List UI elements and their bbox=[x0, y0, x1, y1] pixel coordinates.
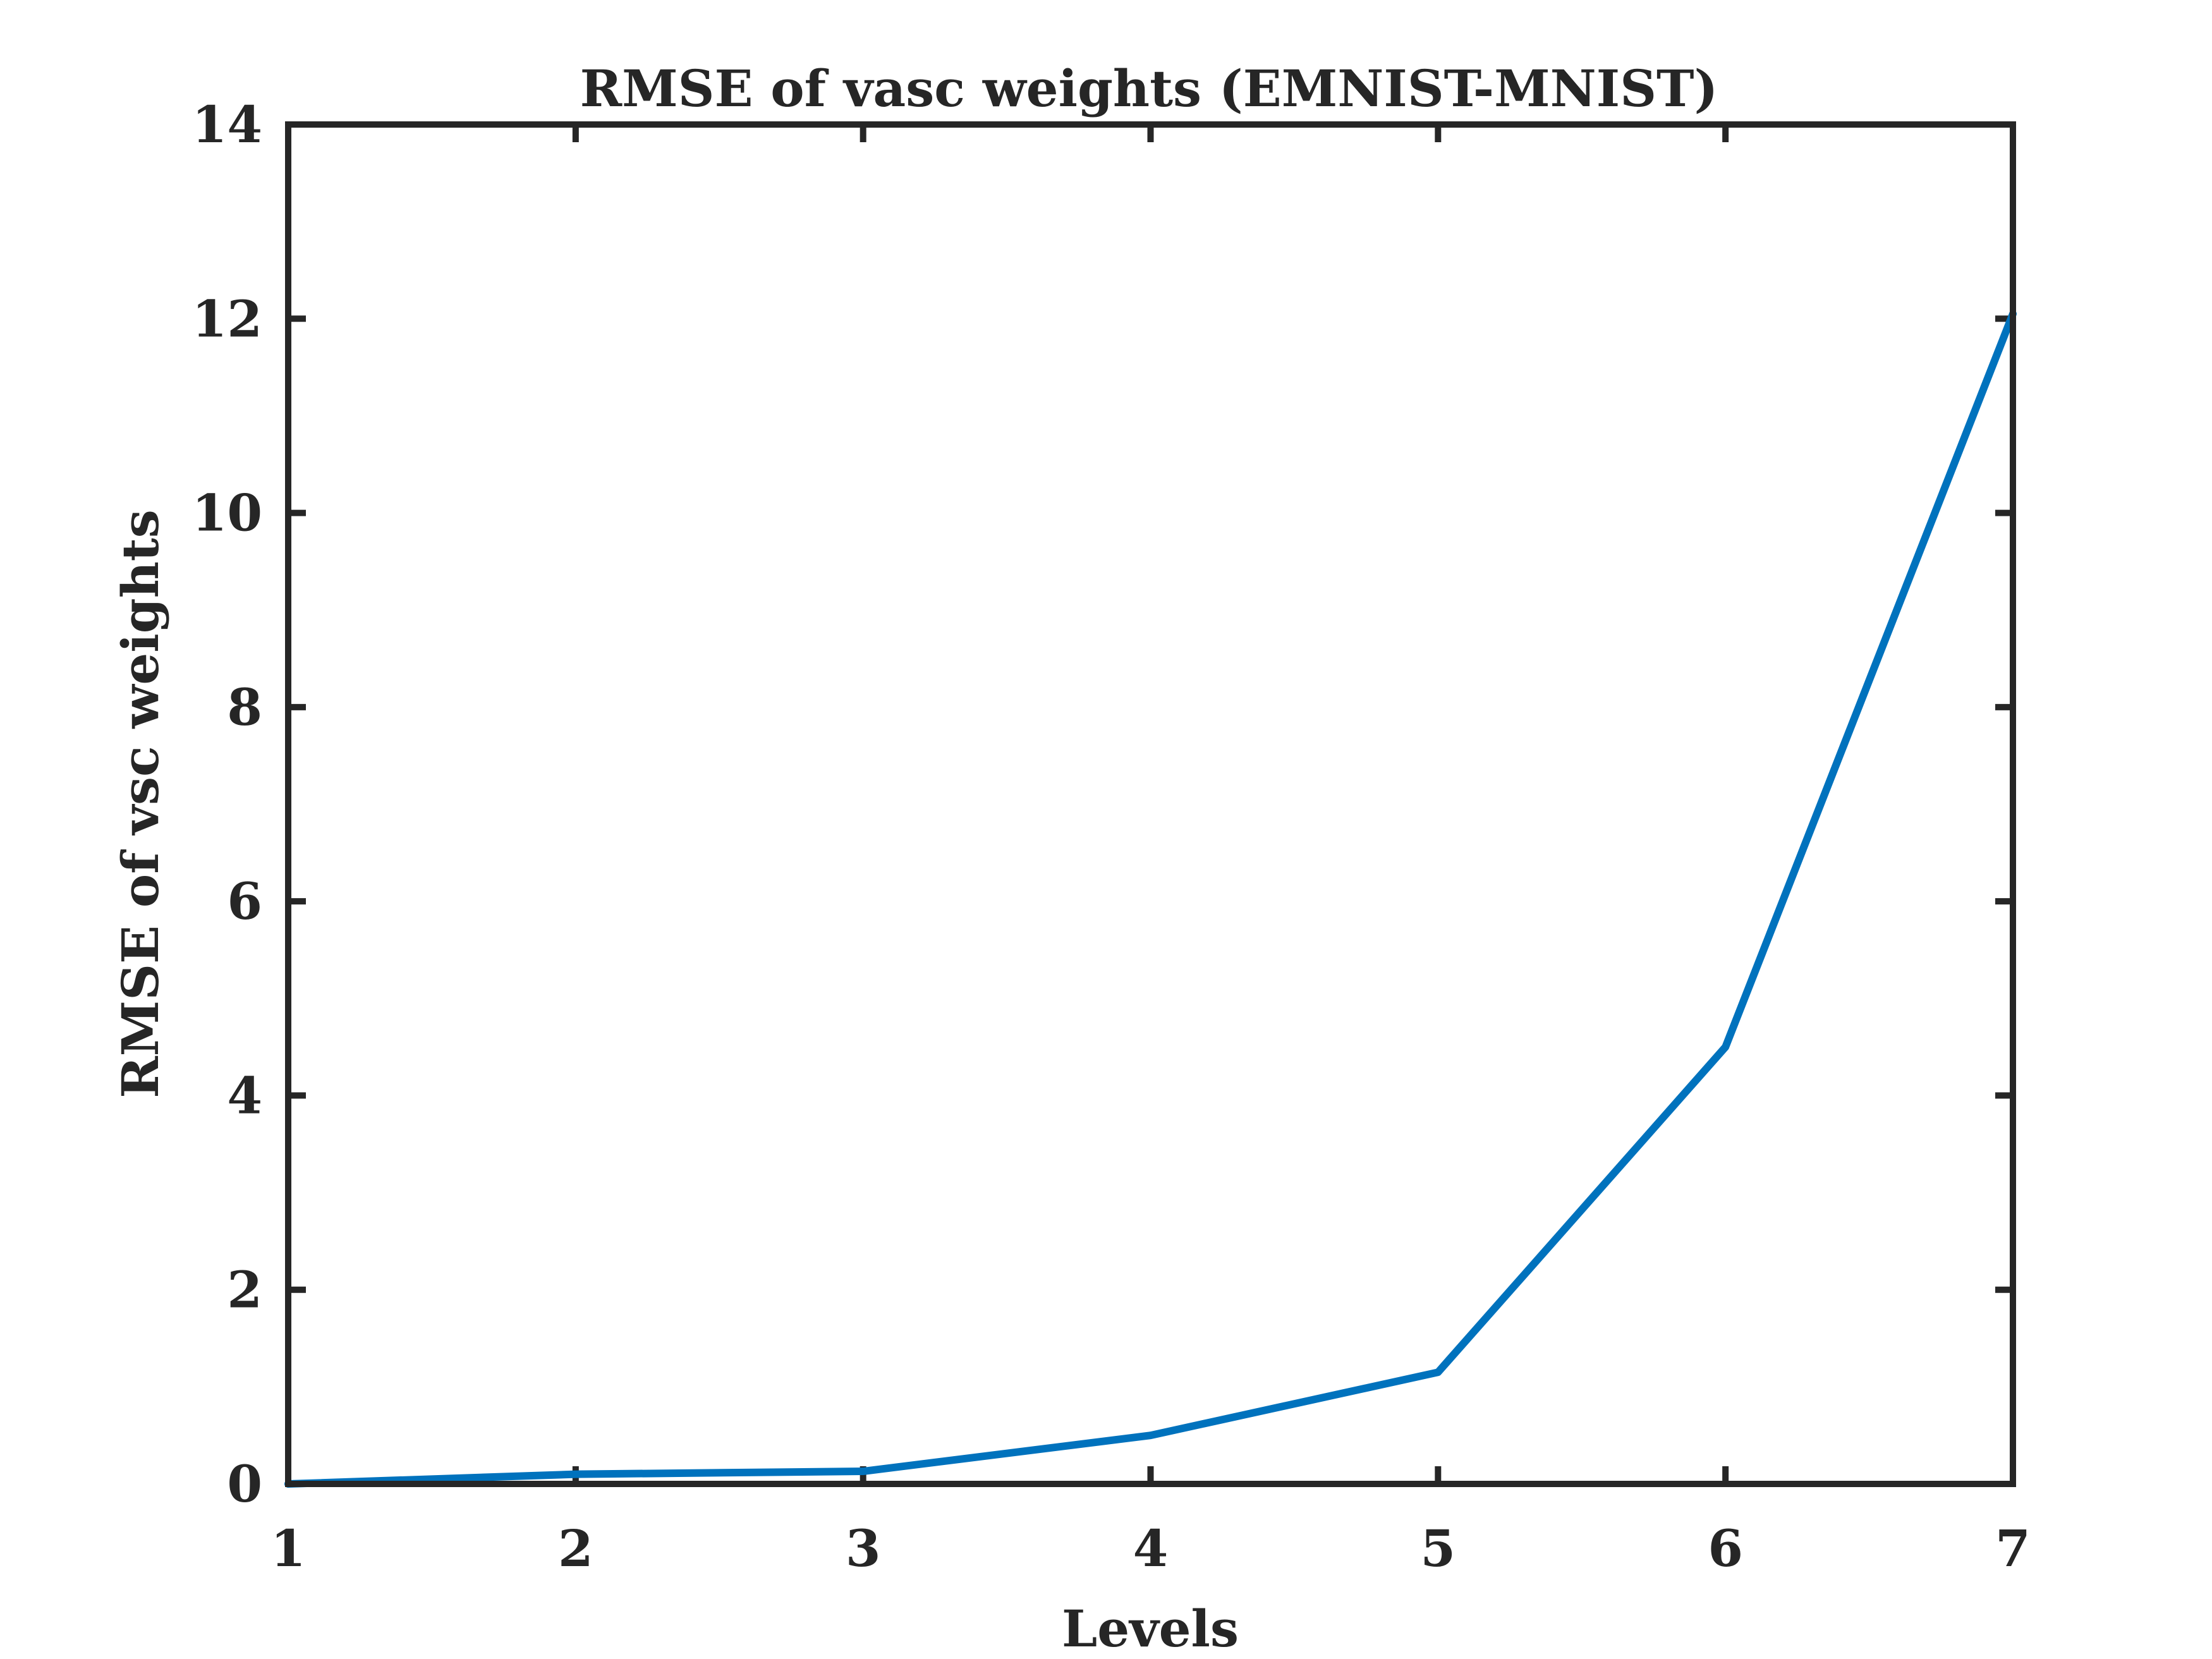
y-tick-label: 14 bbox=[192, 95, 262, 154]
y-tick-label: 0 bbox=[227, 1454, 262, 1514]
plot-frame bbox=[285, 121, 2016, 1487]
x-tick-label: 2 bbox=[558, 1519, 593, 1578]
series-group bbox=[284, 310, 2017, 1488]
y-tick-label: 4 bbox=[227, 1066, 262, 1125]
x-tick-label: 7 bbox=[1995, 1519, 2031, 1578]
x-tick-label: 5 bbox=[1420, 1519, 1455, 1578]
y-tick-label: 12 bbox=[192, 289, 262, 348]
y-tick-label: 2 bbox=[227, 1260, 262, 1320]
y-axis-label: RMSE of vsc weights bbox=[111, 509, 170, 1098]
y-tick-label: 10 bbox=[192, 483, 262, 543]
y-tick-label: 6 bbox=[227, 872, 262, 931]
x-axis-label: Levels bbox=[1062, 1599, 1239, 1658]
axis-ticks bbox=[285, 121, 2016, 1487]
chart-title: RMSE of vasc weights (EMNIST-MNIST) bbox=[580, 59, 1718, 118]
x-tick-label: 3 bbox=[846, 1519, 881, 1578]
x-tick-label: 1 bbox=[270, 1519, 306, 1578]
x-tick-label: 6 bbox=[1708, 1519, 1743, 1578]
series-line bbox=[284, 310, 2017, 1488]
data-point bbox=[1150, 1435, 1151, 1436]
y-tick-label: 8 bbox=[227, 678, 262, 737]
x-tick-label: 4 bbox=[1133, 1519, 1169, 1578]
